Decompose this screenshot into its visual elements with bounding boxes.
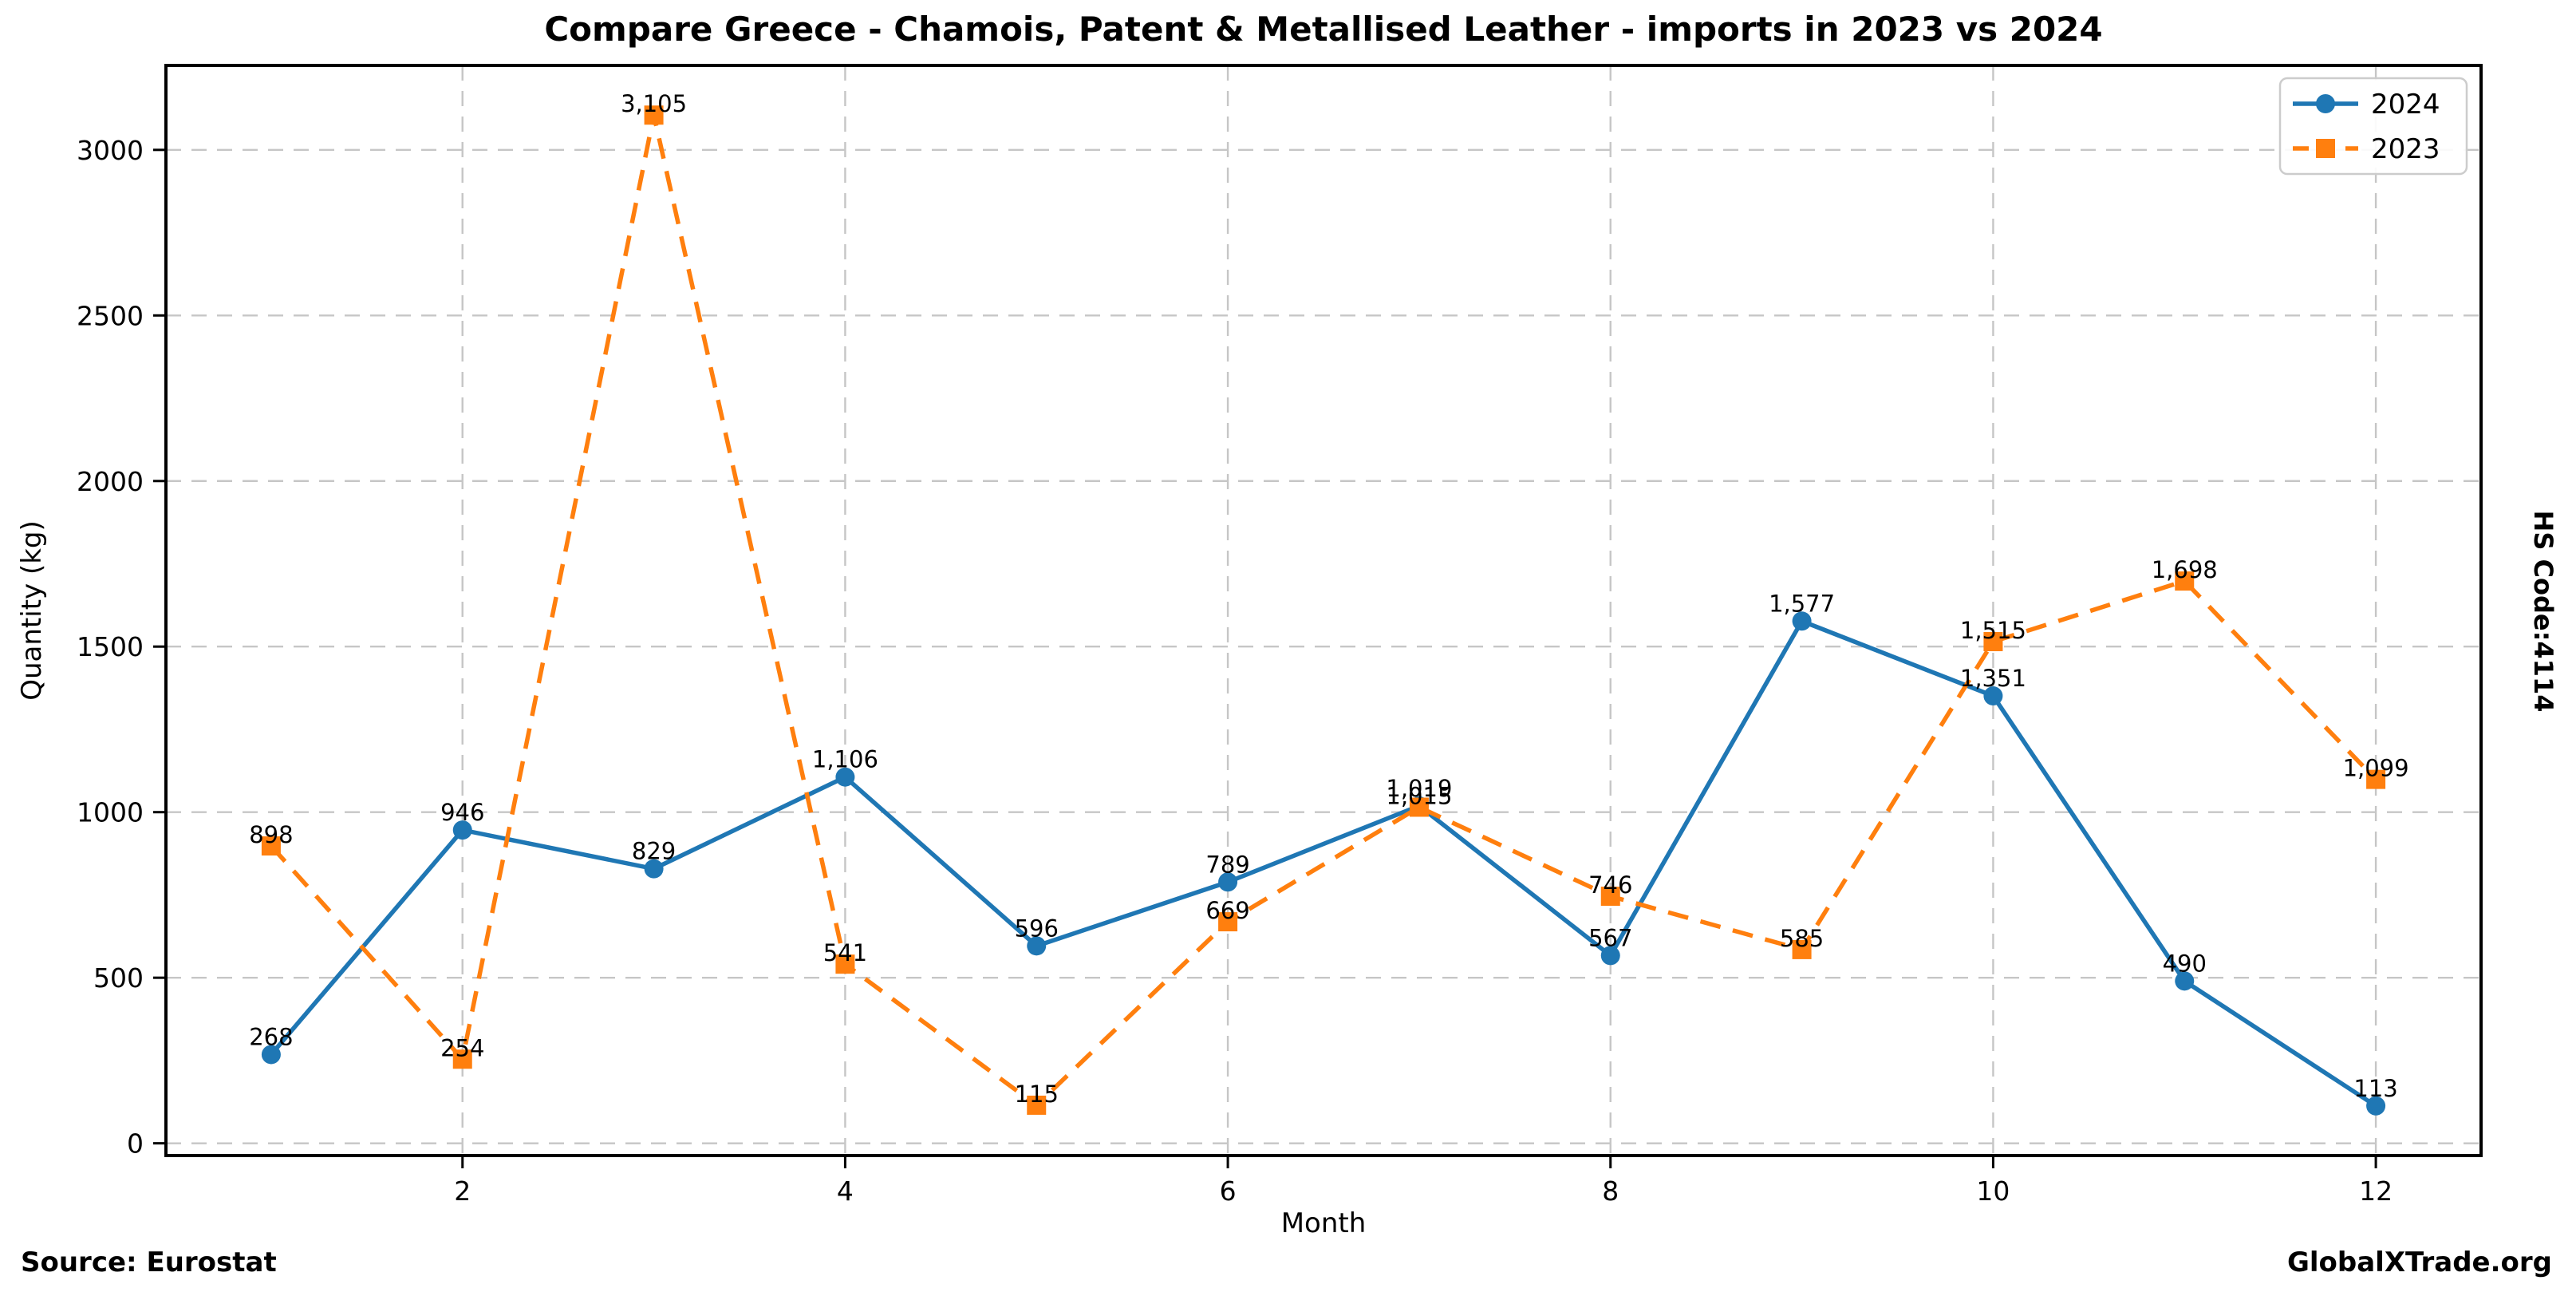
chart-title: Compare Greece - Chamois, Patent & Metal… xyxy=(544,10,2103,49)
value-label-2024-m1: 268 xyxy=(249,1023,293,1050)
value-label-2024-m11: 490 xyxy=(2163,950,2207,977)
data-point-2023-m3 xyxy=(644,105,664,125)
brand-note: GlobalXTrade.org xyxy=(2286,1247,2552,1278)
value-label-2023-m6: 669 xyxy=(1205,897,1249,924)
x-tick-label: 2 xyxy=(454,1175,471,1207)
data-point-2023-m2 xyxy=(452,1049,472,1069)
value-label-2023-m12: 1,099 xyxy=(2343,755,2409,782)
data-point-2023-m4 xyxy=(835,954,855,974)
value-label-2024-m3: 829 xyxy=(632,838,676,865)
value-label-2023-m8: 746 xyxy=(1588,871,1632,899)
value-label-2024-m8: 567 xyxy=(1588,924,1632,951)
data-point-2023-m10 xyxy=(1983,632,2003,652)
value-label-2024-m2: 946 xyxy=(440,799,484,826)
data-point-2023-m9 xyxy=(1792,939,1812,959)
legend-label-2024: 2024 xyxy=(2371,89,2440,121)
legend-label-2023: 2023 xyxy=(2371,133,2440,165)
data-point-2024-m11 xyxy=(2175,971,2195,991)
legend-marker-2024 xyxy=(2316,94,2335,113)
value-label-2023-m9: 585 xyxy=(1780,925,1824,952)
y-tick-label: 2000 xyxy=(77,466,144,497)
value-label-2023-m5: 115 xyxy=(1015,1081,1059,1108)
data-point-2024-m1 xyxy=(261,1045,281,1065)
data-point-2023-m6 xyxy=(1218,912,1238,932)
legend-marker-2023 xyxy=(2316,139,2335,158)
value-label-2024-m9: 1,577 xyxy=(1769,590,1835,617)
value-label-2023-m7: 1,015 xyxy=(1386,782,1452,809)
data-point-2024-m8 xyxy=(1600,946,1620,966)
x-tick-label: 6 xyxy=(1220,1175,1237,1207)
value-label-2024-m12: 113 xyxy=(2353,1075,2397,1102)
data-point-2024-m5 xyxy=(1027,936,1047,956)
data-point-2024-m2 xyxy=(452,820,472,840)
value-label-2023-m3: 3,105 xyxy=(621,90,687,117)
data-point-2024-m6 xyxy=(1218,872,1238,892)
x-tick-label: 10 xyxy=(1976,1175,2010,1207)
value-label-2024-m7: 1,019 xyxy=(1386,775,1452,802)
value-label-2023-m1: 898 xyxy=(249,821,293,848)
x-tick-label: 12 xyxy=(2359,1175,2393,1207)
data-point-2023-m11 xyxy=(2175,571,2195,591)
x-axis-label: Month xyxy=(1280,1207,1367,1239)
value-label-2024-m10: 1,351 xyxy=(1960,665,2026,692)
value-label-2023-m4: 541 xyxy=(823,939,867,966)
source-note: Source: Eurostat xyxy=(21,1247,277,1278)
value-label-2024-m4: 1,106 xyxy=(812,746,878,773)
data-point-2023-m7 xyxy=(1409,797,1429,817)
series-line-2024 xyxy=(269,618,2377,1108)
data-point-2024-m9 xyxy=(1792,611,1812,631)
data-point-2023-m5 xyxy=(1027,1095,1047,1115)
data-point-2024-m3 xyxy=(644,859,664,879)
x-tick-label: 4 xyxy=(837,1175,854,1207)
value-label-2023-m10: 1,515 xyxy=(1960,617,2026,644)
data-point-2024-m10 xyxy=(1983,686,2003,706)
data-point-2023-m12 xyxy=(2366,769,2386,789)
value-label-2024-m5: 596 xyxy=(1015,915,1059,942)
y-tick-label: 500 xyxy=(93,962,144,994)
y-tick-label: 2500 xyxy=(77,300,144,331)
value-label-2023-m2: 254 xyxy=(440,1034,484,1061)
y-tick-label: 1000 xyxy=(77,797,144,828)
axes-frame xyxy=(164,64,2483,1157)
x-tick-label: 8 xyxy=(1602,1175,1619,1207)
data-point-2023-m8 xyxy=(1600,887,1620,907)
y-tick-label: 3000 xyxy=(77,135,144,166)
y-tick-label: 0 xyxy=(127,1128,144,1160)
value-label-2023-m11: 1,698 xyxy=(2152,556,2218,583)
y-axis-label: Quantity (kg) xyxy=(16,520,48,701)
data-point-2024-m4 xyxy=(835,767,855,787)
hs-code-note: HS Code:4114 xyxy=(2528,510,2558,713)
series-line-2023 xyxy=(269,114,2378,1108)
value-label-2024-m6: 789 xyxy=(1205,851,1249,878)
data-point-2023-m1 xyxy=(261,836,281,856)
data-point-2024-m12 xyxy=(2366,1096,2386,1116)
y-tick-label: 1500 xyxy=(77,631,144,662)
